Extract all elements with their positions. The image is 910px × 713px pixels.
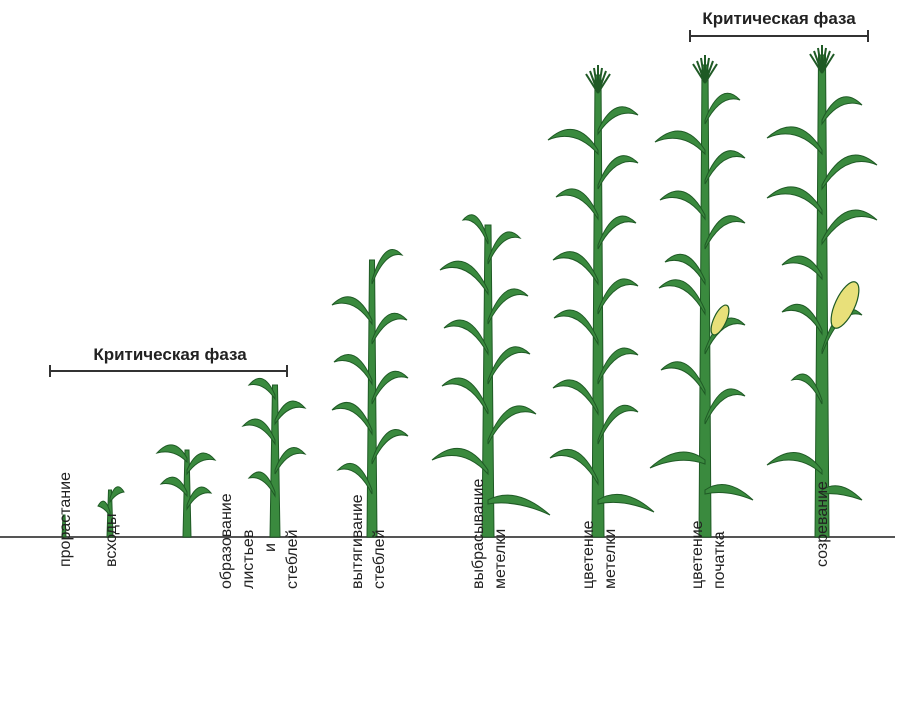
critical-phase-bracket-2	[689, 30, 869, 42]
critical-phase-label-1: Критическая фаза	[93, 345, 247, 364]
plant-tassel-emergence	[431, 214, 551, 538]
plant-ear-flowering	[649, 55, 754, 538]
stage-label-maturity: созревание	[812, 481, 910, 567]
plant-maturity	[766, 45, 878, 538]
plant-germination	[61, 514, 67, 538]
plant-emergence	[97, 486, 125, 538]
plant-stem-early	[241, 377, 307, 538]
plant-tassel-flowering	[547, 65, 655, 538]
plant-leaf-stem	[155, 444, 217, 538]
plant-stem-elongation	[331, 249, 409, 538]
critical-phase-label-2: Критическая фаза	[702, 9, 856, 28]
critical-phase-bracket-1	[49, 365, 288, 377]
